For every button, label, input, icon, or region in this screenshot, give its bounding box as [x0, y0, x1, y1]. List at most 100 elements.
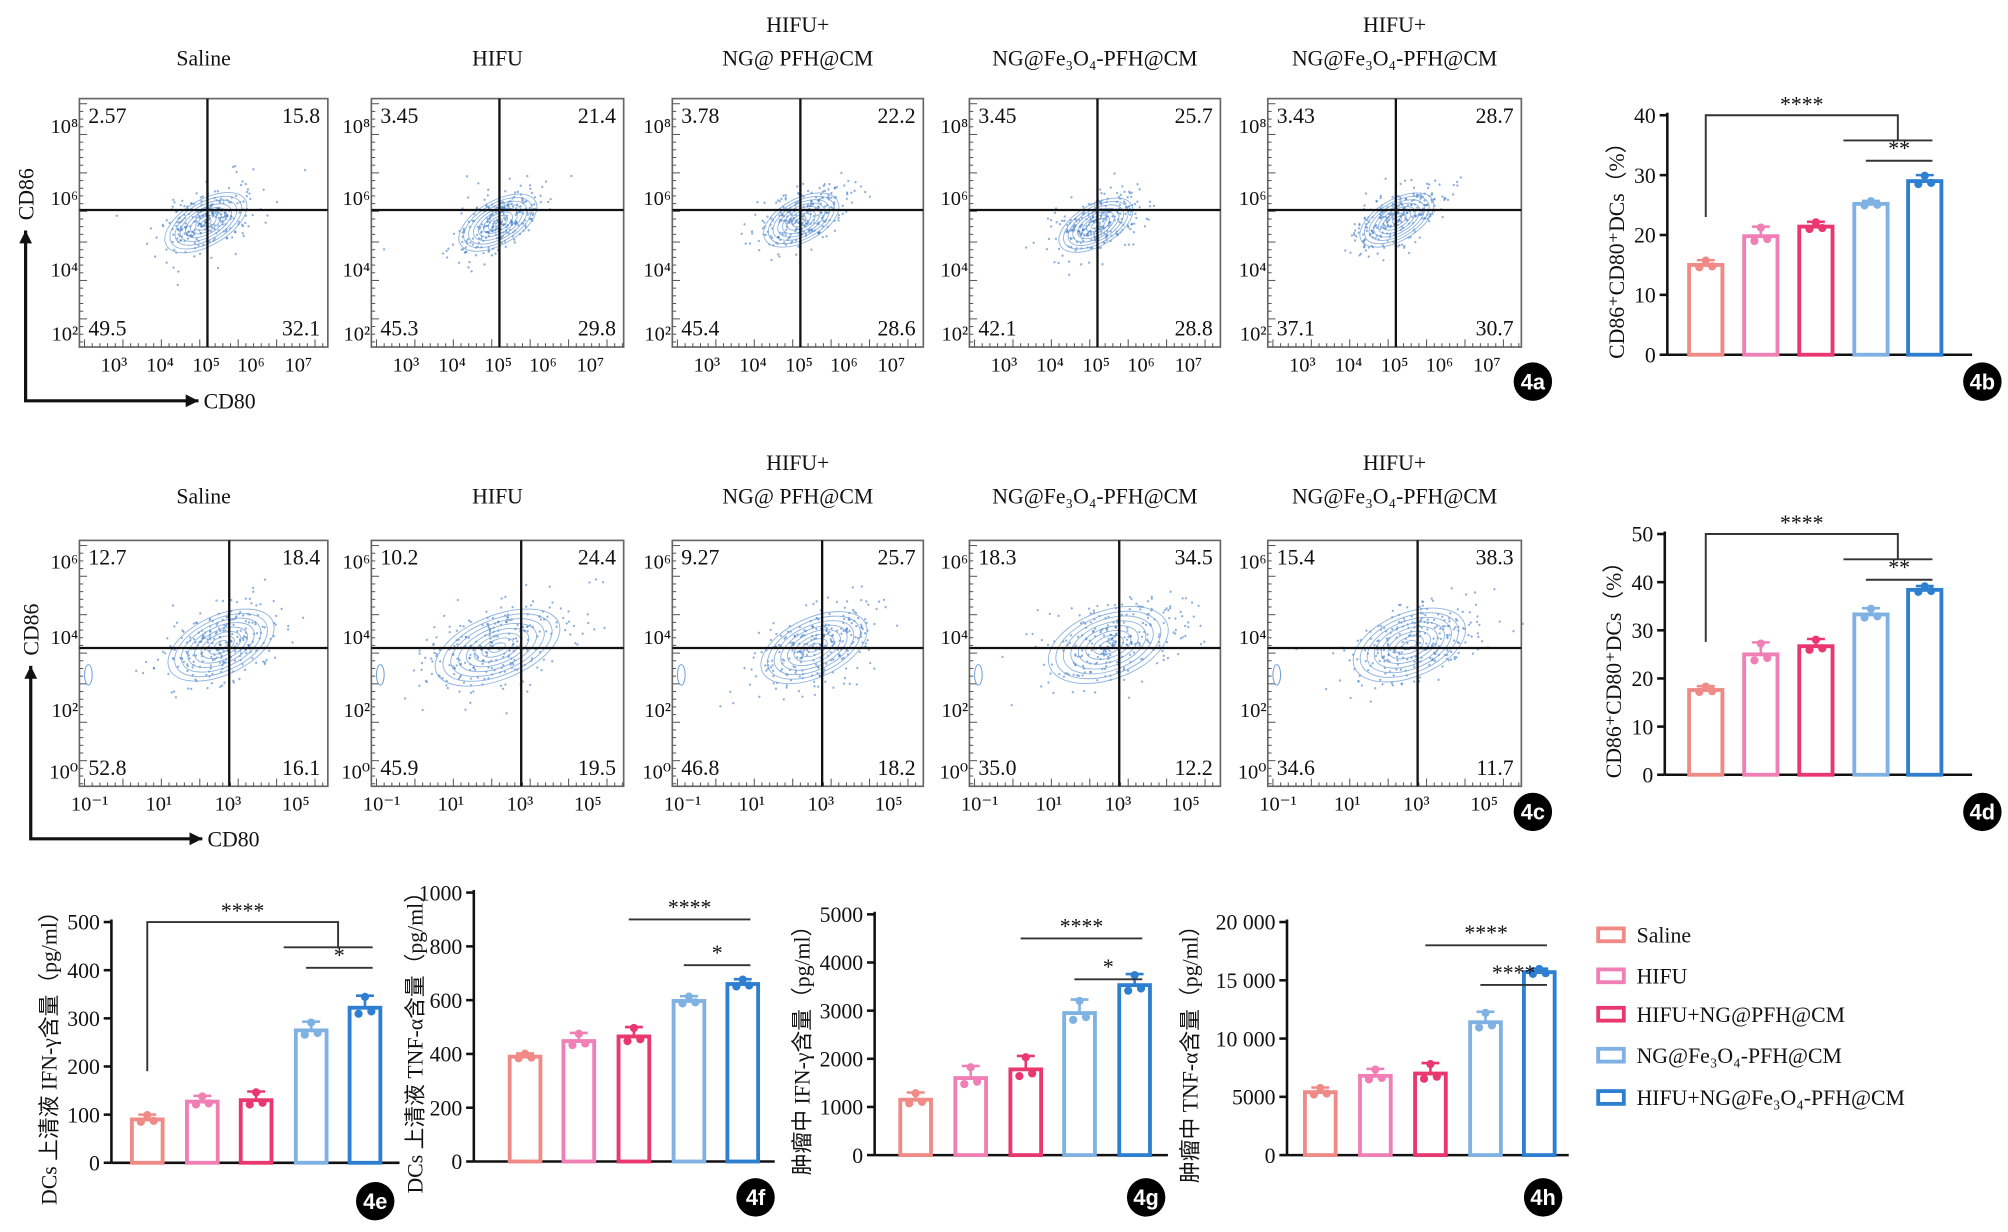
event-dot: [778, 255, 781, 258]
significance-bracket: [1704, 114, 1933, 218]
plot-frame: [671, 539, 925, 788]
event-dot: [1379, 227, 1382, 230]
event-dot: [548, 606, 552, 609]
event-dot: [1082, 239, 1085, 243]
event-dot: [1061, 254, 1064, 257]
event-dot: [1145, 217, 1149, 220]
event-dot: [1432, 642, 1435, 645]
event-dot: [513, 658, 516, 662]
event-dot: [472, 648, 475, 652]
event-dot: [1416, 206, 1419, 209]
event-dot: [526, 174, 529, 178]
panel-badge: [736, 1178, 775, 1217]
event-dot: [239, 610, 242, 614]
y-tick-label: 1000: [419, 881, 463, 905]
event-dot: [796, 185, 799, 188]
panel-title-line2: Saline: [176, 46, 230, 70]
event-dot: [210, 655, 213, 658]
event-dot: [1418, 236, 1421, 239]
event-dot: [233, 659, 237, 662]
density-contour: [767, 195, 835, 245]
event-dot: [189, 636, 192, 639]
event-dot: [1122, 200, 1126, 203]
event-dot: [1179, 637, 1182, 640]
event-dot: [1105, 218, 1108, 221]
event-dot: [222, 629, 225, 632]
density-contour: [1058, 197, 1134, 253]
event-dot: [236, 202, 239, 205]
event-dot: [1363, 204, 1366, 207]
arrow-right-icon: [189, 832, 203, 846]
event-dot: [1452, 639, 1456, 642]
significance-label: *: [1103, 955, 1114, 979]
x-tick-label: 10³: [393, 354, 420, 376]
data-point: [917, 1097, 927, 1106]
event-dot: [1130, 597, 1133, 601]
event-dot: [1132, 231, 1136, 234]
data-point: [143, 1111, 152, 1120]
density-contour: [1085, 630, 1132, 660]
event-dot: [1478, 623, 1481, 626]
event-dot: [854, 636, 857, 639]
event-dot: [527, 229, 530, 232]
event-dot: [1399, 668, 1403, 671]
event-dot: [1365, 226, 1369, 229]
event-dot: [1096, 604, 1099, 608]
event-dot: [1158, 644, 1161, 647]
event-dot: [252, 168, 255, 171]
event-dot: [244, 627, 247, 630]
event-dot: [244, 597, 247, 600]
event-dot: [778, 650, 781, 654]
legend-item: [1596, 926, 1626, 944]
event-dot: [848, 682, 851, 685]
event-dot: [1413, 680, 1416, 683]
data-point: [732, 982, 741, 991]
event-dot: [452, 665, 455, 668]
contour-density-plot: [1295, 587, 1524, 703]
event-dot: [521, 199, 524, 202]
event-dot: [574, 642, 577, 645]
event-dot: [1443, 625, 1446, 628]
event-dot: [562, 616, 565, 620]
event-dot: [1099, 215, 1103, 219]
event-dot: [536, 666, 539, 669]
event-dot: [1155, 662, 1159, 665]
event-dot: [156, 658, 160, 661]
event-dot: [1135, 602, 1138, 605]
event-dot: [1383, 246, 1386, 249]
x-tick-label: 10⁶: [1426, 354, 1454, 376]
event-dot: [884, 606, 887, 609]
event-dot: [171, 240, 174, 244]
event-dot: [1092, 231, 1096, 234]
event-dot: [757, 239, 760, 243]
event-dot: [213, 637, 216, 640]
event-dot: [1126, 629, 1129, 632]
bracket-line: [146, 921, 340, 1072]
y-tick-label: 10²: [644, 324, 671, 346]
event-dot: [463, 661, 467, 664]
event-dot: [480, 230, 483, 233]
event-dot: [744, 242, 747, 245]
event-dot: [1379, 678, 1382, 681]
data-point: [678, 999, 687, 1008]
event-dot: [860, 625, 863, 628]
y-tick-label: 500: [67, 911, 100, 935]
event-dot: [201, 195, 204, 198]
event-dot: [1058, 223, 1062, 226]
contour-density-plot: [382, 174, 573, 273]
event-dot: [250, 602, 253, 605]
x-tick-label: 10³: [694, 354, 721, 376]
plot-frame: [78, 97, 329, 348]
data-point: [1316, 1083, 1325, 1093]
event-dot: [452, 232, 456, 235]
event-dot: [1111, 215, 1114, 218]
event-dot: [823, 183, 826, 186]
panel-badge: [1513, 362, 1553, 401]
event-dot: [259, 603, 262, 606]
event-dot: [1074, 654, 1077, 657]
event-dot: [1183, 624, 1187, 628]
event-dot: [836, 648, 840, 651]
density-contour: [169, 195, 243, 250]
event-dot: [798, 650, 801, 653]
quadrant-ur-value: 25.7: [1175, 104, 1213, 128]
